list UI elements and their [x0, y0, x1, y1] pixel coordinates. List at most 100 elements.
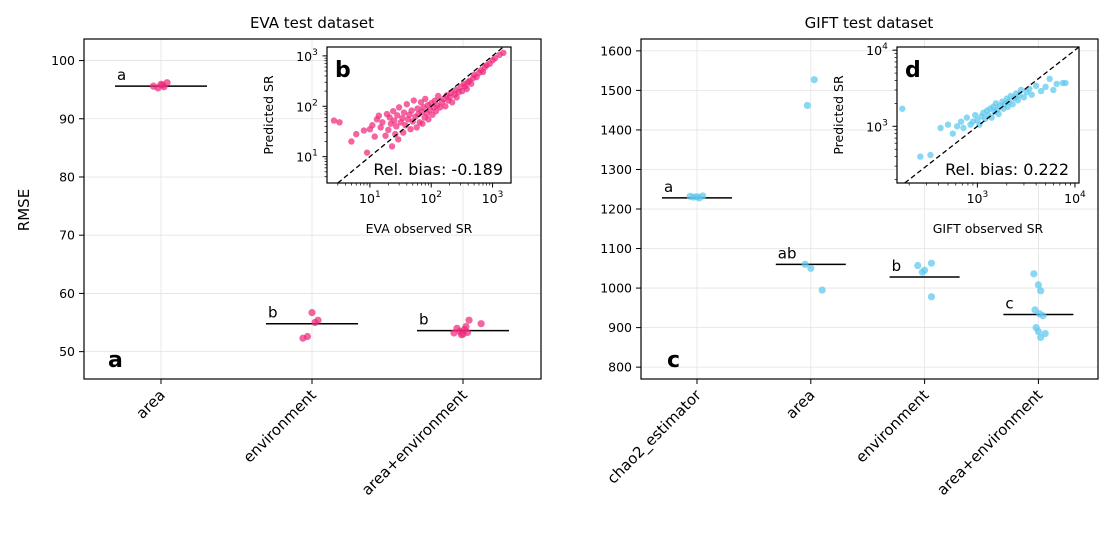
data-point: [408, 107, 415, 114]
data-point: [432, 107, 440, 115]
eva-inset-annotation: Rel. bias: -0.189: [373, 160, 503, 179]
gift-inset-xticks: 103 104: [908, 183, 1086, 206]
data-point: [699, 192, 707, 200]
gift-group-letters: a ab b c: [664, 178, 1014, 313]
data-point: [371, 133, 378, 140]
data-point: [957, 118, 965, 125]
data-point: [385, 126, 392, 134]
eva-inset-points: [330, 49, 507, 156]
data-point: [953, 123, 961, 130]
data-point: [914, 261, 922, 270]
eva-inset-yticks: 101 102 103: [296, 48, 327, 178]
group-letter-environment: b: [268, 304, 278, 322]
data-point: [1017, 86, 1025, 94]
gift-inset-xlabel: GIFT observed SR: [933, 221, 1044, 236]
data-point: [308, 309, 316, 317]
data-point: [462, 323, 470, 331]
ytick-label: 101: [296, 149, 318, 165]
data-point: [818, 286, 826, 294]
data-point: [388, 143, 396, 150]
data-point: [1050, 86, 1057, 94]
data-point: [810, 76, 818, 84]
data-point: [949, 130, 957, 137]
data-point: [410, 97, 417, 104]
gift-inset-panel-label: d: [905, 58, 921, 83]
gift-yticks: 800 900 1000 1100 1200 1300 1400 1500 1600: [600, 43, 641, 375]
group-letter-environment: b: [892, 257, 902, 275]
data-point: [1039, 312, 1047, 320]
data-point: [463, 85, 470, 93]
eva-inset-identity-line: [337, 46, 504, 184]
eva-panel-label: a: [108, 348, 123, 373]
eva-group-letters: a b b: [117, 66, 429, 329]
data-point: [927, 293, 936, 301]
gift-inset-annotation: Rel. bias: 0.222: [945, 160, 1069, 179]
data-point: [477, 320, 485, 328]
ytick-label: 103: [866, 118, 888, 134]
data-point: [303, 332, 312, 341]
data-point: [449, 99, 456, 106]
data-point: [1034, 327, 1042, 336]
gift-inset-ylabel: Predicted SR: [831, 75, 846, 155]
data-point: [1046, 75, 1053, 83]
eva-inset-panel-label: b: [335, 58, 351, 83]
data-point: [465, 316, 473, 324]
data-point: [417, 99, 425, 106]
data-point: [1004, 103, 1012, 111]
data-point: [1026, 85, 1033, 93]
data-point: [1037, 287, 1045, 295]
xtick-label-environment: environment: [852, 386, 932, 466]
xtick-label: 104: [1064, 190, 1086, 206]
xtick-label-chao2-estimator: chao2_estimator: [604, 386, 707, 489]
data-point: [917, 153, 924, 160]
data-point: [1053, 80, 1060, 88]
ytick-label: 1300: [600, 162, 632, 177]
data-point: [921, 266, 929, 274]
data-point: [395, 136, 402, 143]
data-point: [1032, 82, 1040, 90]
ytick-label: 1400: [600, 122, 632, 137]
data-point: [436, 104, 444, 111]
data-point: [399, 114, 406, 122]
data-point: [1037, 333, 1045, 342]
xtick-label-area-environment: area+environment: [933, 386, 1046, 499]
data-point: [391, 117, 398, 124]
gift-title: GIFT test dataset: [805, 14, 934, 32]
group-letter-chao2-estimator: a: [664, 178, 673, 196]
data-point: [937, 124, 944, 132]
data-point: [463, 328, 472, 337]
data-point: [382, 132, 389, 139]
group-letter-area-environment: c: [1005, 295, 1013, 313]
ytick-label: 50: [59, 344, 75, 359]
ytick-label: 900: [608, 320, 632, 335]
data-point: [379, 119, 386, 126]
eva-points: [149, 79, 485, 342]
eva-inset-xlabel: EVA observed SR: [366, 221, 473, 236]
group-letter-area-environment: b: [419, 311, 429, 329]
data-point: [927, 259, 936, 267]
data-point: [801, 260, 809, 268]
ytick-label: 100: [51, 53, 75, 68]
data-point: [500, 49, 507, 57]
gift-panel-label: c: [667, 348, 680, 373]
ytick-label: 104: [866, 42, 888, 58]
xtick-label-environment: environment: [240, 386, 320, 466]
xtick-label-area: area: [132, 386, 168, 422]
data-point: [434, 92, 442, 100]
eva-inset-xticks: 101 102 103: [337, 183, 503, 206]
ytick-label: 60: [59, 286, 75, 301]
data-point: [479, 68, 487, 76]
gift-inset-points: [899, 75, 1069, 160]
data-point: [377, 124, 384, 131]
data-point: [972, 111, 979, 119]
data-point: [468, 80, 475, 87]
ytick-label: 70: [59, 228, 75, 243]
data-point: [422, 95, 429, 103]
data-point: [393, 123, 400, 130]
data-point: [491, 54, 499, 62]
data-point: [314, 316, 322, 324]
xtick-label: 103: [967, 190, 989, 206]
data-point: [803, 101, 811, 110]
data-point: [392, 130, 399, 138]
